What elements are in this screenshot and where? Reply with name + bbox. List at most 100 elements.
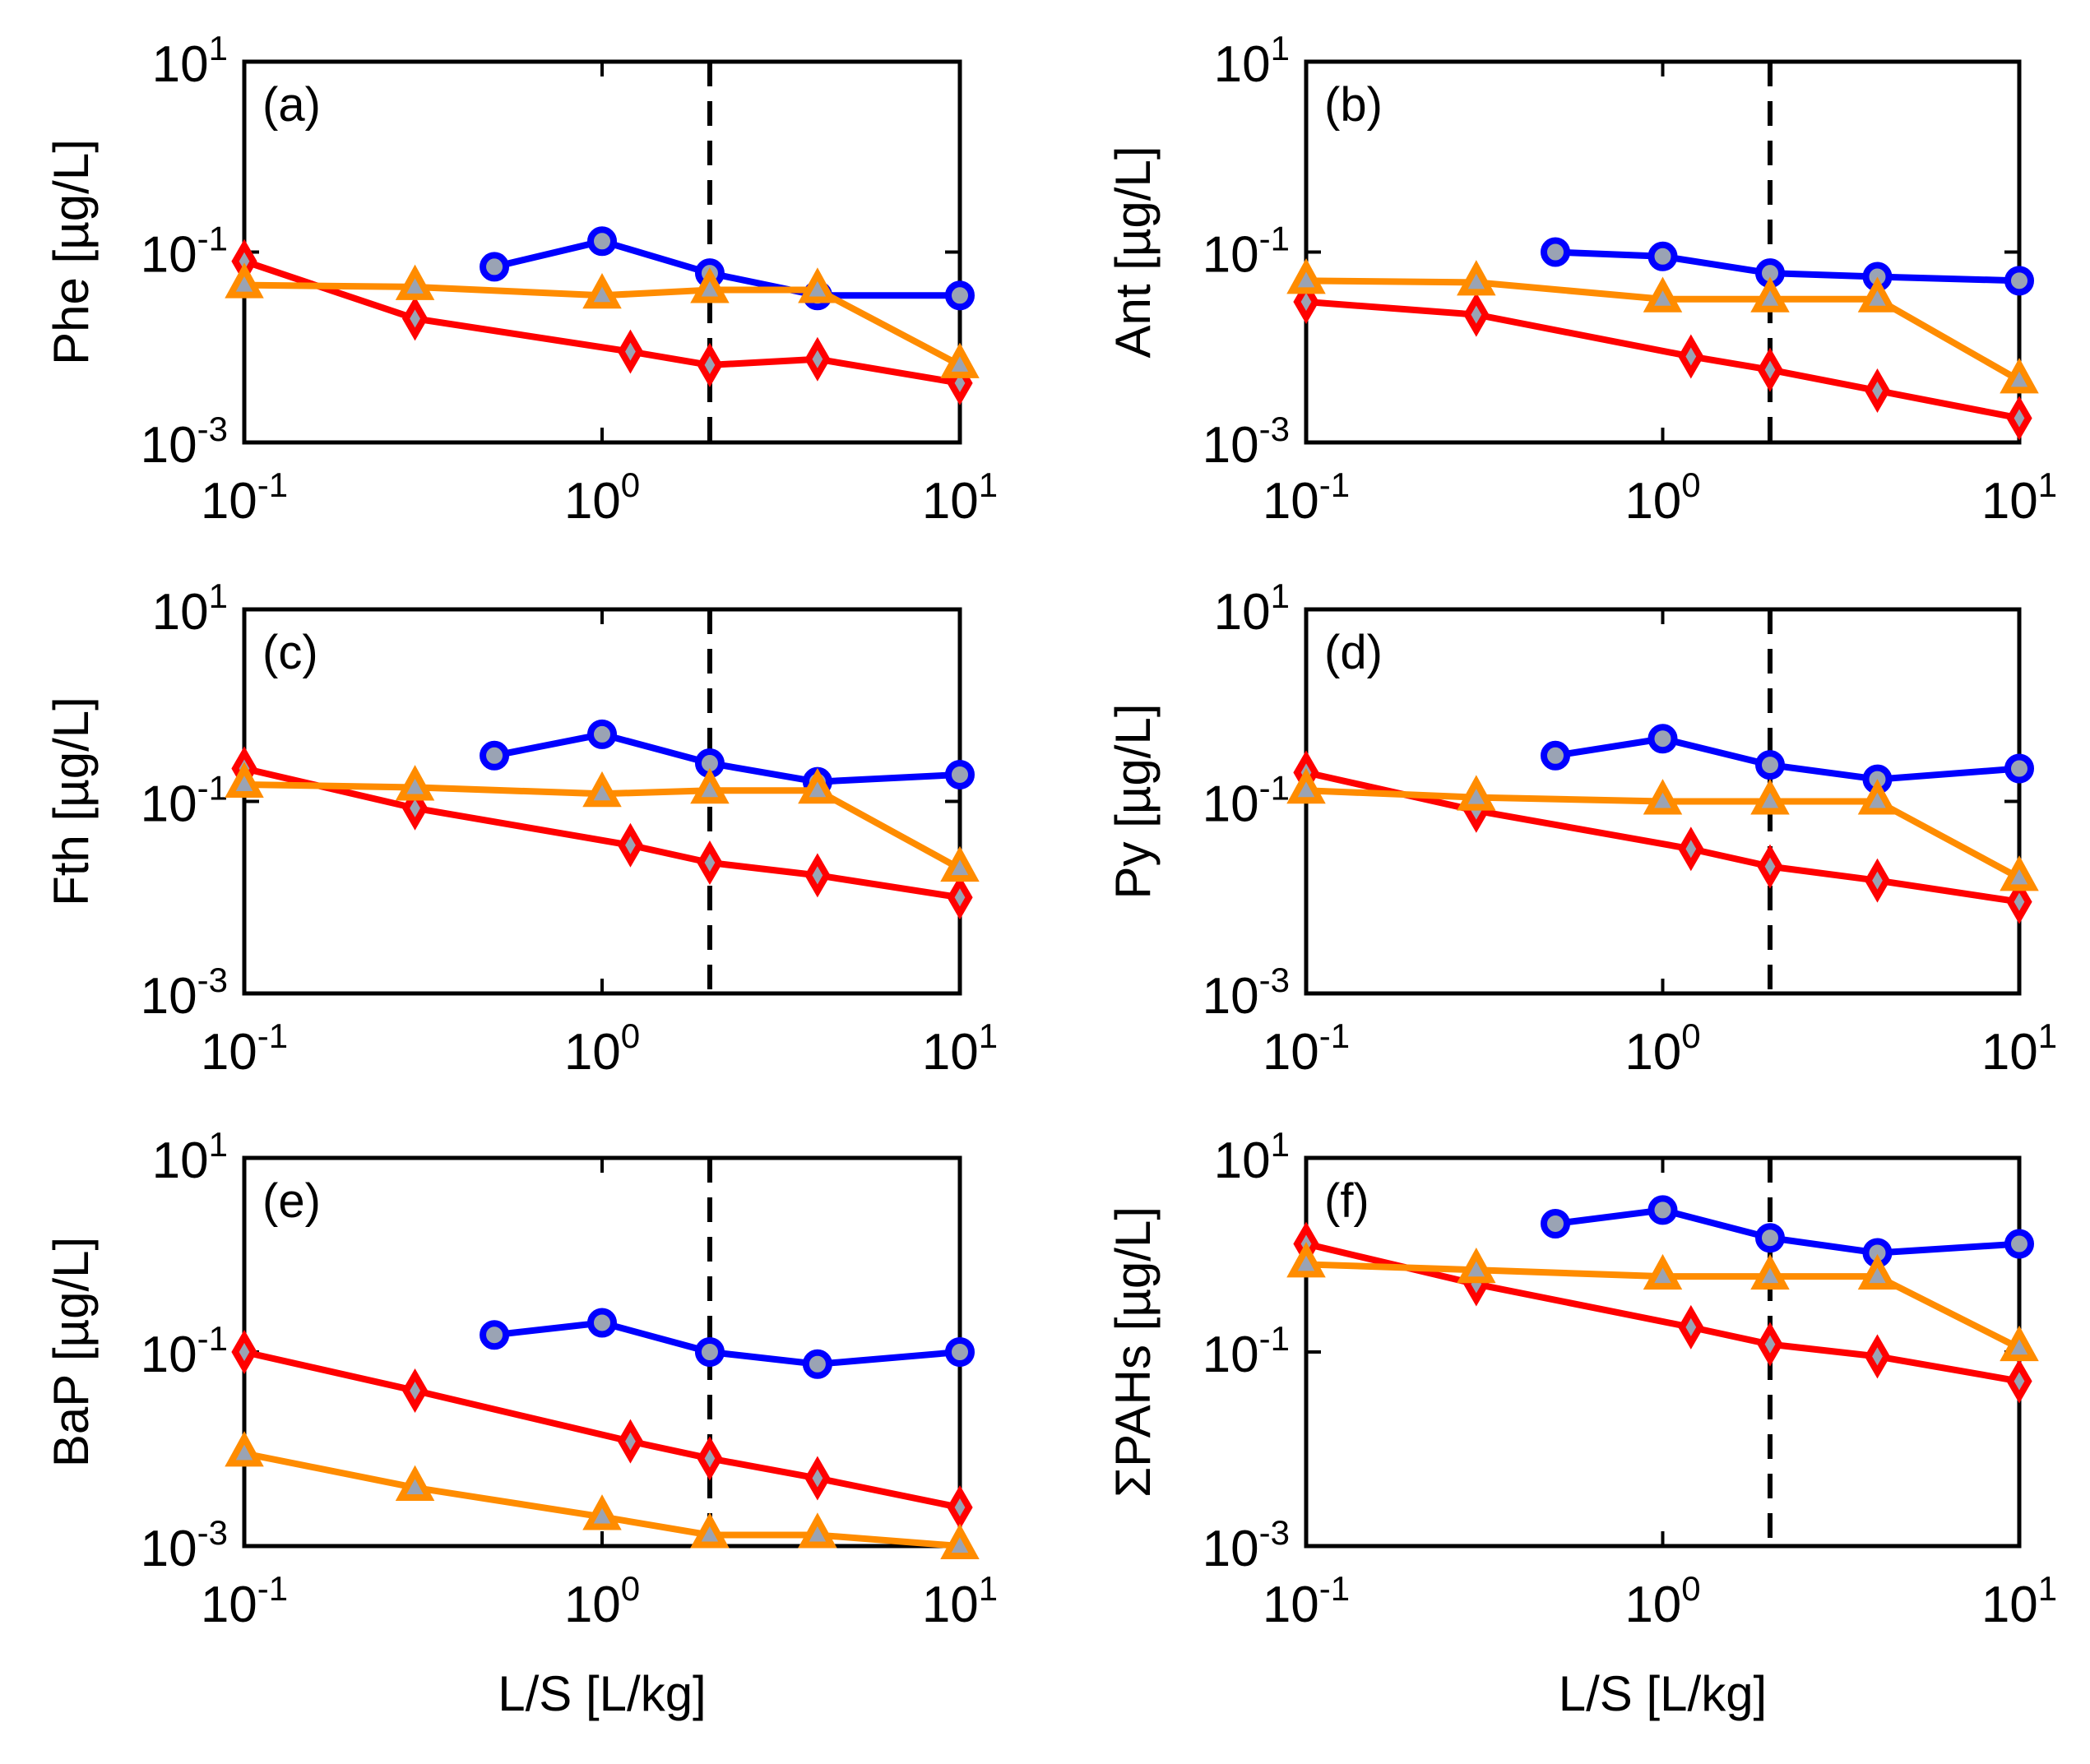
panel-label: (c)	[262, 626, 318, 679]
y-tick-label: 10-3	[141, 961, 228, 1025]
y-tick-label: 10-3	[1203, 961, 1290, 1025]
data-point-circle	[1541, 1208, 1571, 1239]
data-point-circle	[1541, 237, 1571, 267]
x-tick-label: 101	[1981, 1569, 2057, 1633]
panel-label: (f)	[1324, 1174, 1369, 1228]
data-point-triangle	[1457, 260, 1496, 296]
x-tick-label: 100	[564, 1569, 640, 1633]
series-line-diamond	[243, 257, 961, 387]
y-tick-label: 10-1	[1203, 769, 1290, 833]
data-point-triangle	[798, 1512, 837, 1549]
data-point-circle	[480, 740, 510, 771]
data-point-triangle	[1643, 1253, 1683, 1290]
data-point-diamond	[2006, 879, 2032, 924]
series-line-diamond	[1305, 769, 2020, 905]
panel-label: (e)	[262, 1174, 321, 1228]
data-point-triangle	[2000, 855, 2039, 891]
data-point-triangle	[582, 771, 622, 808]
data-point-circle	[1541, 740, 1571, 771]
data-point-circle	[1647, 724, 1678, 754]
series-line-triangle	[243, 1450, 961, 1549]
data-point-triangle	[798, 267, 837, 303]
data-point-diamond	[1678, 826, 1704, 872]
x-tick-label: 100	[1624, 465, 1700, 530]
data-point-diamond	[1757, 844, 1783, 889]
x-axis-label: L/S [L/kg]	[498, 1666, 706, 1721]
data-point-triangle	[1857, 276, 1898, 313]
data-point-circle	[2004, 266, 2034, 296]
data-point-diamond	[231, 1330, 257, 1374]
data-point-circle	[1754, 750, 1785, 780]
x-tick-label: 10-1	[1263, 465, 1350, 530]
y-tick-label: 10-3	[1203, 1513, 1290, 1577]
x-tick-label: 100	[1624, 1569, 1700, 1633]
data-point-triangle	[1750, 1253, 1790, 1290]
data-point-triangle	[1457, 1247, 1496, 1284]
x-tick-label: 101	[922, 1569, 998, 1633]
data-point-triangle	[395, 264, 435, 300]
data-point-triangle	[940, 342, 980, 378]
series-line-diamond	[243, 765, 961, 901]
data-point-circle	[587, 226, 617, 257]
y-tick-label: 101	[152, 576, 228, 641]
data-point-diamond	[617, 822, 644, 868]
data-point-diamond	[401, 1368, 429, 1413]
data-point-diamond	[1678, 334, 1704, 379]
series-line-triangle	[1305, 787, 2021, 881]
data-point-triangle	[690, 1512, 730, 1549]
series-line-diamond	[1305, 299, 2020, 422]
data-point-circle	[945, 280, 975, 311]
y-tick-label: 10-1	[141, 220, 228, 284]
y-axis-label: ΣPAHs [µg/L]	[1105, 1206, 1161, 1498]
data-point-circle	[480, 1320, 510, 1350]
series-line-circle	[1555, 248, 2020, 285]
data-point-diamond	[697, 840, 723, 886]
data-point-circle	[480, 252, 510, 282]
y-tick-label: 101	[152, 1125, 228, 1189]
x-tick-label: 10-1	[201, 1569, 288, 1633]
x-tick-label: 101	[1981, 465, 2057, 530]
data-point-triangle	[1643, 779, 1683, 815]
x-tick-label: 100	[564, 465, 640, 530]
data-point-diamond	[1757, 347, 1783, 392]
data-point-diamond	[617, 329, 644, 374]
x-axis-label: L/S [L/kg]	[1559, 1666, 1767, 1721]
data-point-circle	[1647, 1195, 1678, 1225]
y-axis-label: Ant [µg/L]	[1105, 146, 1161, 358]
data-point-triangle	[395, 765, 435, 801]
data-point-diamond	[804, 336, 831, 382]
y-axis-label: BaP [µg/L]	[44, 1237, 99, 1467]
data-point-diamond	[697, 1436, 723, 1481]
data-point-diamond	[401, 296, 429, 341]
data-point-diamond	[1678, 1304, 1704, 1350]
x-tick-label: 10-1	[1263, 1016, 1350, 1081]
data-point-diamond	[947, 875, 973, 920]
data-point-diamond	[1864, 1334, 1891, 1379]
y-tick-label: 10-3	[141, 410, 228, 474]
data-point-triangle	[1286, 1242, 1326, 1278]
data-point-circle	[587, 719, 617, 749]
data-point-diamond	[1463, 292, 1490, 337]
series-line-triangle	[1305, 277, 2021, 383]
x-tick-label: 10-1	[1263, 1569, 1350, 1633]
data-point-triangle	[225, 262, 264, 299]
series-line-circle	[494, 730, 961, 785]
data-point-triangle	[690, 767, 730, 804]
data-point-triangle	[1286, 258, 1326, 294]
x-tick-label: 101	[1981, 1016, 2057, 1081]
data-point-triangle	[940, 1523, 980, 1559]
x-tick-label: 100	[564, 1016, 640, 1081]
data-point-triangle	[225, 762, 264, 798]
data-point-triangle	[798, 767, 837, 804]
data-point-triangle	[1643, 276, 1683, 313]
data-point-diamond	[697, 342, 723, 387]
series-line-circle	[494, 1319, 961, 1368]
data-point-triangle	[2000, 1325, 2039, 1362]
data-point-triangle	[1857, 1253, 1898, 1290]
data-point-circle	[945, 759, 975, 789]
